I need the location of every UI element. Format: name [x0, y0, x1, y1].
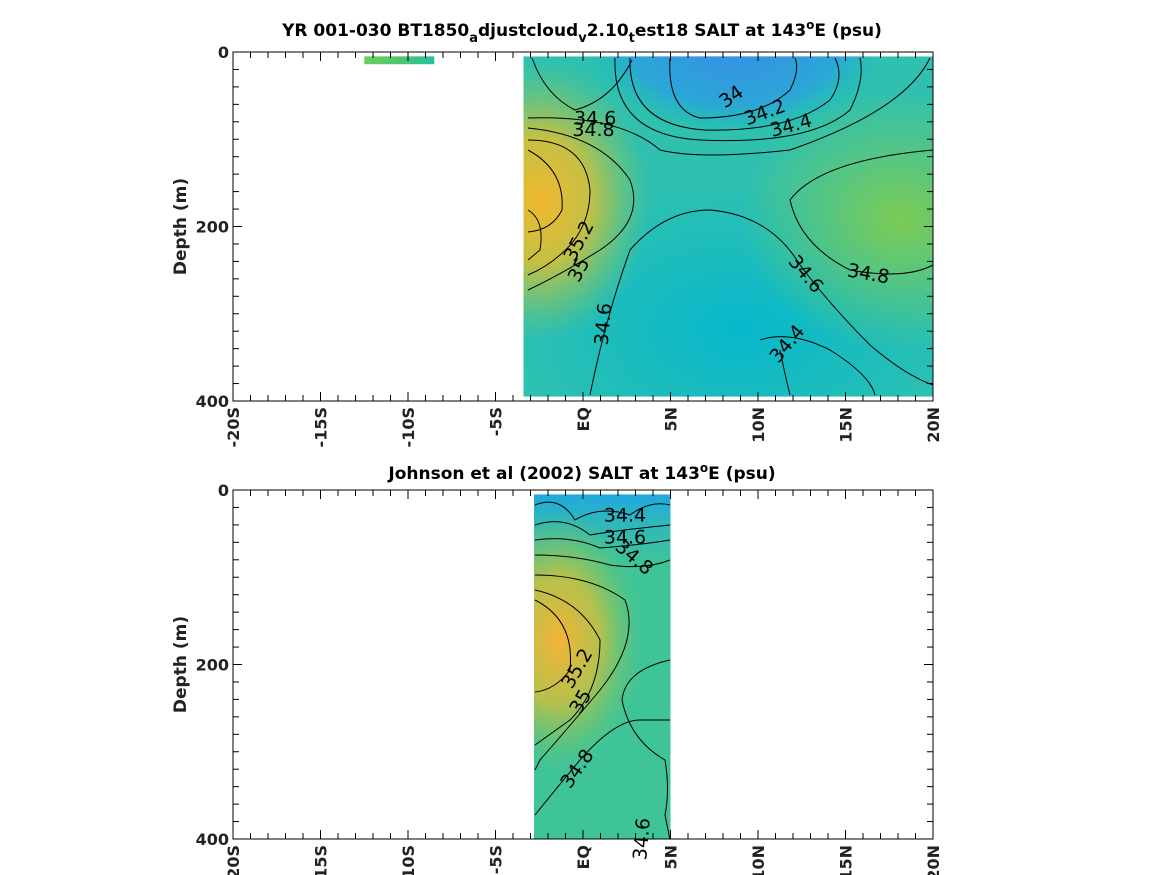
x-tick-label: -15S [312, 407, 331, 447]
salinity-field-model [523, 56, 933, 397]
contour-label: 34.8 [572, 119, 614, 141]
x-tick-label: 20N [924, 407, 943, 443]
x-tick-label: 15N [837, 845, 856, 875]
y-axis-label-observed: Depth (m) [171, 616, 191, 713]
y-tick-label: 0 [218, 43, 229, 62]
x-tick-label: EQ [574, 407, 593, 432]
contour-lines-observed [534, 501, 671, 839]
x-tick-label: 20N [924, 845, 943, 875]
x-tick-label: 10N [749, 407, 768, 443]
x-tick-label: -20S [224, 845, 243, 875]
contour-label: 34.6 [591, 302, 617, 346]
y-tick-label: 200 [196, 656, 229, 675]
x-tick-label: -10S [399, 845, 418, 875]
y-tick-label: 200 [196, 218, 229, 237]
x-tick-label: -20S [224, 407, 243, 447]
x-tick-label: -5S [487, 407, 506, 436]
contour-label: 34.6 [604, 526, 646, 548]
tick-marks-model [232, 51, 934, 402]
x-tick-label: 15N [837, 407, 856, 443]
y-axis-label-model: Depth (m) [171, 178, 191, 275]
tick-marks-observed [232, 489, 934, 840]
colorbar-inset [364, 56, 435, 65]
x-tick-label: EQ [574, 845, 593, 870]
x-tick-label: -10S [399, 407, 418, 447]
x-tick-label: 10N [749, 845, 768, 875]
contour-label: 34.6 [574, 108, 616, 130]
x-tick-label: 5N [662, 845, 681, 870]
x-tick-label: 5N [662, 407, 681, 432]
y-tick-label: 400 [196, 392, 229, 411]
contour-lines-model [527, 57, 933, 396]
contour-label: 34.4 [604, 505, 646, 527]
tick-labels-observed: -20S -15S -10S -5S EQ 5N 10N 15N 20N 0 200 400 [196, 481, 943, 875]
y-tick-label: 400 [196, 830, 229, 849]
salinity-field-observed [534, 494, 671, 839]
x-tick-label: -15S [312, 845, 331, 875]
tick-labels-model: -20S -15S -10S -5S EQ 5N 10N 15N 20N 0 200 400 [196, 43, 943, 447]
chart-title-observed: Johnson et al (2002) SALT at 143oE (psu) [387, 461, 775, 484]
chart-title-model: YR 001-030 BT1850adjustcloudv2.10test18 … [281, 18, 882, 46]
y-tick-label: 0 [218, 481, 229, 500]
x-tick-label: -5S [487, 845, 506, 874]
